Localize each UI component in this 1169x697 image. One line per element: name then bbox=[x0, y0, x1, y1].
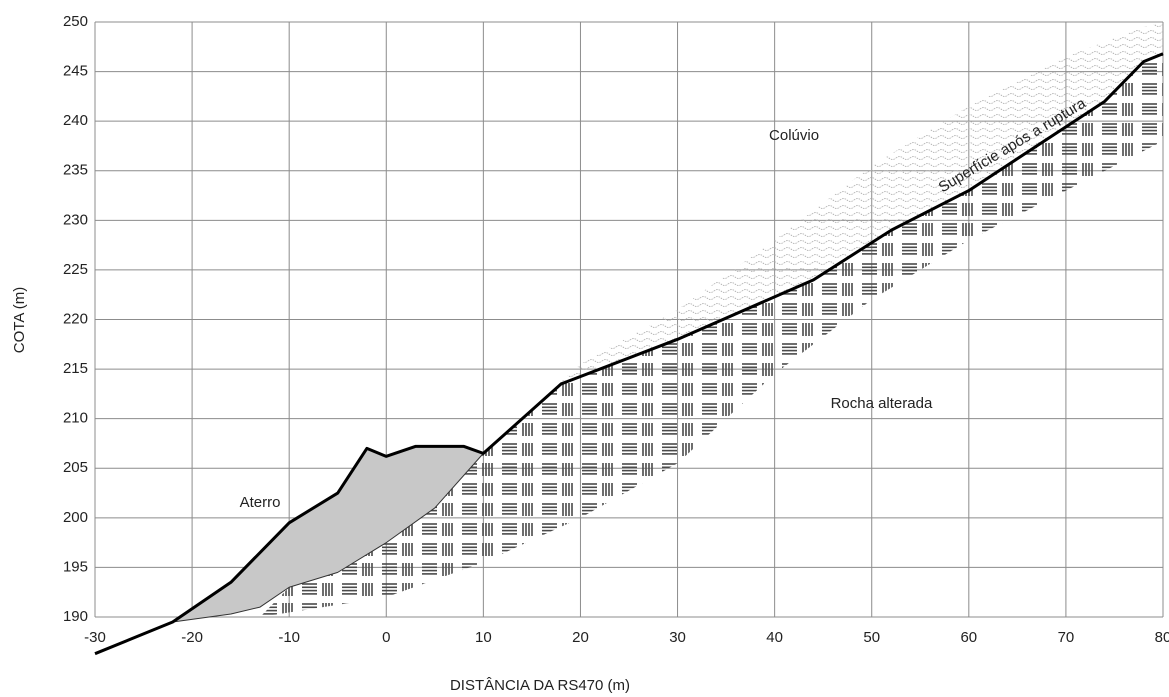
x-tick-label: -10 bbox=[278, 629, 300, 646]
y-tick-label: 190 bbox=[63, 608, 88, 625]
x-tick-label: -20 bbox=[181, 629, 203, 646]
x-tick-label: -30 bbox=[84, 629, 106, 646]
y-axis-label: COTA (m) bbox=[11, 287, 28, 353]
y-tick-label: 245 bbox=[63, 63, 88, 80]
x-tick-label: 30 bbox=[669, 629, 686, 646]
y-tick-label: 220 bbox=[63, 310, 88, 327]
y-tick-label: 250 bbox=[63, 13, 88, 30]
area bbox=[483, 22, 1163, 454]
region-label: Rocha alterada bbox=[831, 395, 933, 412]
y-tick-label: 195 bbox=[63, 558, 88, 575]
x-tick-label: 60 bbox=[960, 629, 977, 646]
x-tick-label: 40 bbox=[766, 629, 783, 646]
x-axis-label: DISTÂNCIA DA RS470 (m) bbox=[450, 677, 630, 694]
x-tick-label: 20 bbox=[572, 629, 589, 646]
x-tick-label: 80 bbox=[1155, 629, 1169, 646]
x-tick-label: 10 bbox=[475, 629, 492, 646]
y-tick-label: 205 bbox=[63, 459, 88, 476]
y-tick-label: 240 bbox=[63, 112, 88, 129]
region-label: Aterro bbox=[240, 494, 281, 511]
y-tick-label: 230 bbox=[63, 211, 88, 228]
line bbox=[94, 52, 1164, 656]
y-tick-label: 235 bbox=[63, 162, 88, 179]
x-tick-label: 50 bbox=[863, 629, 880, 646]
y-tick-label: 225 bbox=[63, 261, 88, 278]
x-tick-label: 0 bbox=[382, 629, 390, 646]
x-tick-label: 70 bbox=[1058, 629, 1075, 646]
region-label: Colúvio bbox=[769, 127, 819, 144]
y-tick-label: 200 bbox=[63, 509, 88, 526]
y-tick-label: 210 bbox=[63, 410, 88, 427]
area bbox=[260, 53, 1163, 617]
y-tick-label: 215 bbox=[63, 360, 88, 377]
